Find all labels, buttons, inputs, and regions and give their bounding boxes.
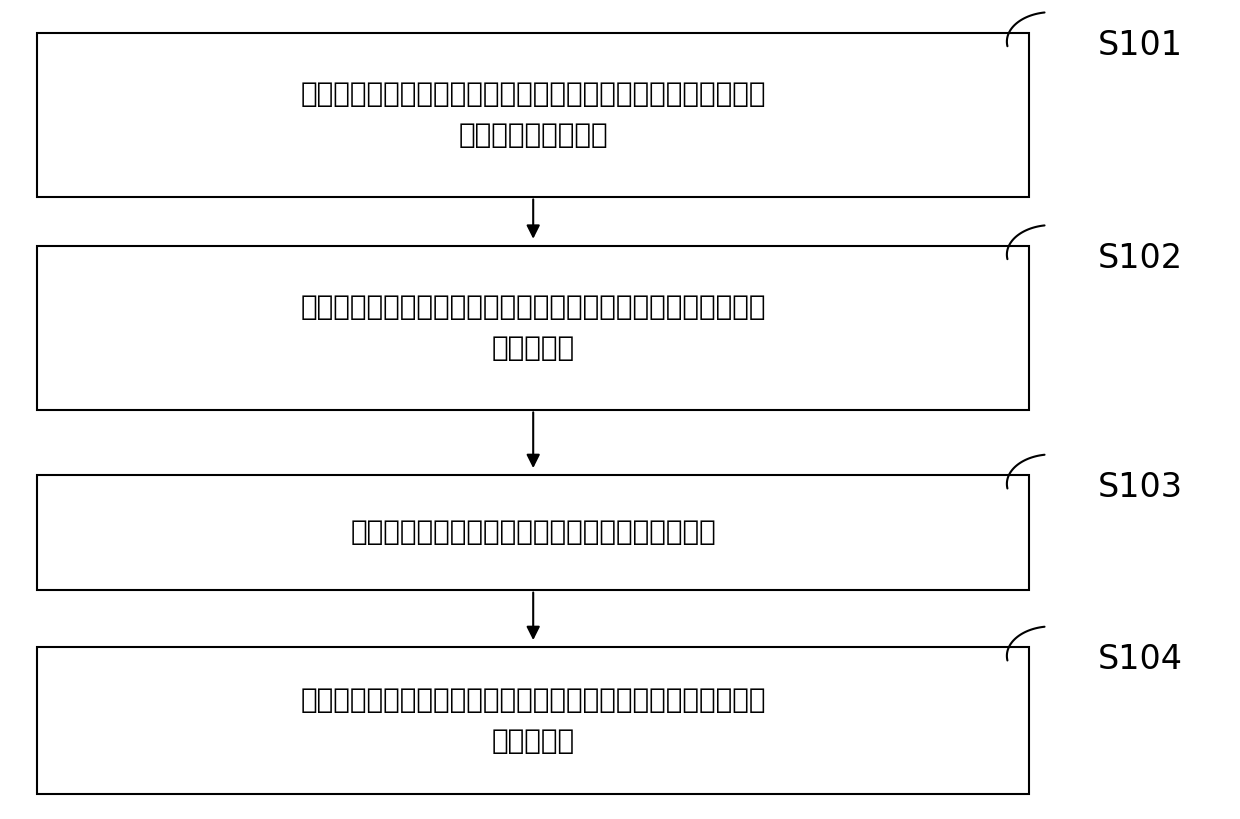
Text: S101: S101	[1097, 29, 1183, 61]
Text: 开启感应加热电源，通过线圈加热线圈所在位置对应的钢结构，
加热时长为预设时长: 开启感应加热电源，通过线圈加热线圈所在位置对应的钢结构， 加热时长为预设时长	[300, 80, 766, 149]
Text: 开启激光发射器，发出激光穿过线圈与钢结构之间区域照射在激
光接收屏上: 开启激光发射器，发出激光穿过线圈与钢结构之间区域照射在激 光接收屏上	[300, 293, 766, 362]
Bar	[37, 246, 1029, 410]
Text: S103: S103	[1097, 471, 1183, 504]
Bar	[37, 33, 1029, 197]
Bar	[37, 647, 1029, 794]
Text: 分析装置基于位置信号判断线圈所在位置对应的钢结构的表面是
否存在缺陷: 分析装置基于位置信号判断线圈所在位置对应的钢结构的表面是 否存在缺陷	[300, 686, 766, 755]
Text: S104: S104	[1097, 643, 1183, 676]
Text: 光位置传感器采集激光在激光接收屏上的位置信号: 光位置传感器采集激光在激光接收屏上的位置信号	[351, 518, 715, 546]
Text: S102: S102	[1097, 242, 1183, 274]
Bar	[37, 475, 1029, 590]
